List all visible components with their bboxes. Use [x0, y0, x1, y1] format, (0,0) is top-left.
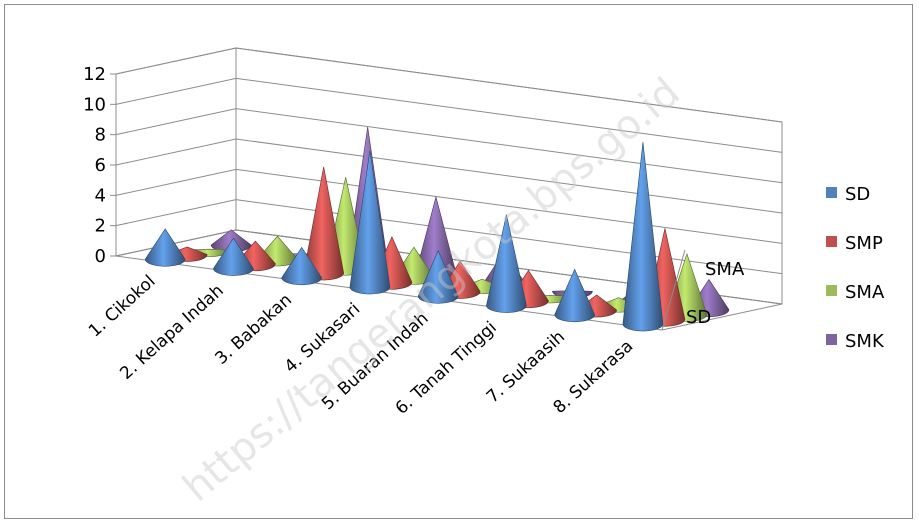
legend-swatch [826, 285, 837, 296]
cone-sd-1 [144, 228, 186, 267]
gridline [115, 199, 783, 275]
cone-sd-8 [622, 142, 664, 332]
legend-label: SMA [845, 282, 885, 303]
y-tick-label: 8 [95, 125, 106, 146]
legend-label: SMP [845, 233, 883, 254]
category-label: 7. Sukaasih [483, 327, 569, 407]
legend: SD SMP SMA SMK [826, 184, 885, 352]
cone-sd-5 [417, 250, 459, 304]
depth-label: SD [686, 307, 711, 328]
y-tick-label: 4 [95, 185, 106, 206]
y-tick-label: 2 [95, 216, 106, 237]
gridline [115, 168, 783, 244]
category-label: 1. Cikokol [85, 271, 159, 341]
y-tick-label: 6 [95, 155, 106, 176]
depth-axis-line [661, 249, 686, 331]
y-axis-ticks: 0 2 4 6 8 10 12 [83, 64, 116, 267]
legend-swatch [826, 334, 837, 345]
data-cones [144, 126, 730, 332]
legend-swatch [826, 236, 837, 247]
cone-sd-6 [486, 214, 527, 313]
cone-sd-4 [349, 150, 391, 295]
gridline [115, 108, 783, 184]
cone-sd-7 [554, 268, 595, 323]
y-tick-label: 10 [83, 94, 106, 115]
legend-swatch [826, 187, 837, 198]
gridlines [115, 47, 783, 305]
cone-sd-3 [281, 246, 322, 286]
depth-axis-labels: SD SMA [661, 249, 745, 331]
legend-label: SD [845, 184, 870, 205]
gridline [115, 138, 783, 214]
y-tick-label: 12 [83, 64, 106, 85]
cone-sd-2 [213, 237, 254, 276]
category-label: 8. Sukarasa [550, 336, 638, 418]
category-label: 3. Babakan [212, 290, 296, 369]
gridline [115, 47, 783, 123]
depth-label: SMA [705, 259, 745, 280]
gridline [115, 77, 783, 153]
legend-label: SMK [845, 331, 885, 352]
y-tick-label: 0 [95, 246, 106, 267]
